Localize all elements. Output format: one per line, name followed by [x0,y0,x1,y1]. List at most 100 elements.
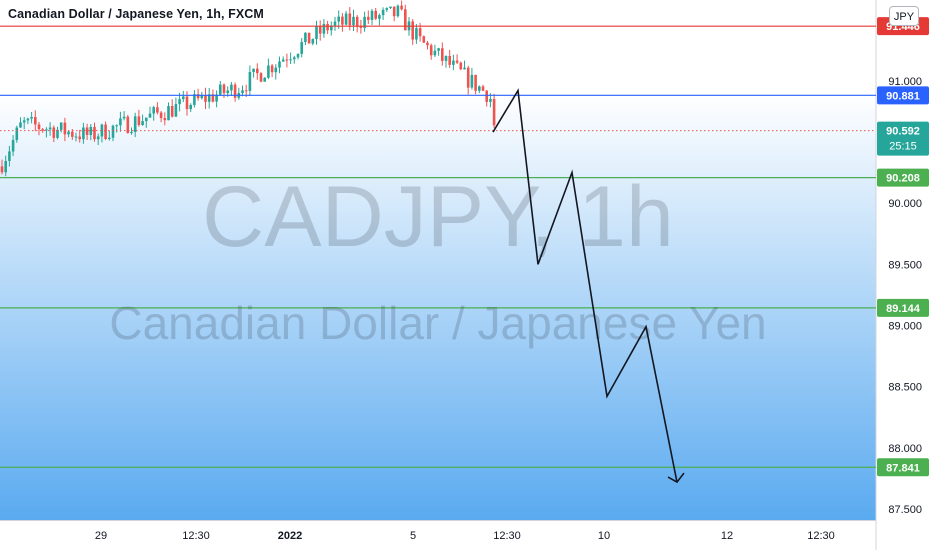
current-price-value: 90.592 [886,126,920,138]
candle-body [433,50,437,56]
candle-body [448,55,451,65]
candle-body [441,48,444,61]
candle-body [200,94,204,99]
candle-body [429,45,433,56]
price-label-89.144-box [877,298,929,317]
candle-body [474,74,477,91]
candle-body [159,112,163,119]
x-tick-label: 12:30 [493,530,521,542]
candle-body [411,21,414,40]
candle-body [415,28,418,40]
candle-body [100,124,104,137]
candle-body [452,60,455,65]
candle-body [96,136,100,140]
candle-body [367,16,370,20]
candle-body [315,26,318,40]
candle-body [326,23,329,31]
candle-body [355,16,359,27]
candle-body [444,55,448,61]
candle-body [193,94,196,105]
candle-body [148,113,152,118]
candle-body [119,118,122,126]
candle-body [122,116,126,119]
candle-body [293,57,296,60]
candle-body [222,84,226,94]
candle-body [30,117,33,119]
candle-body [163,118,167,121]
candle-body [226,90,229,94]
candle-body [241,90,244,94]
price-label-87.841: 87.841 [886,462,920,474]
candle-body [178,99,181,105]
candle-body [400,5,403,10]
x-tick-label: 12:30 [182,530,210,542]
candle-body [89,126,93,135]
candle-body [219,84,222,95]
candle-body [274,67,278,73]
candle-body [133,116,137,133]
candle-body [152,107,155,114]
candle-body [304,32,307,43]
candle-body [215,94,218,102]
candle-body [8,151,11,161]
candle-body [74,136,78,138]
current-price-countdown: 25:15 [889,141,917,153]
candle-body [185,96,189,110]
candle-body [404,9,407,31]
candle-body [281,59,285,62]
price-label-90.208-box [877,168,929,187]
projection-arrowhead [667,472,685,484]
candle-body [156,107,159,113]
chart-title: Canadian Dollar / Japanese Yen, 1h, FXCM [8,7,264,21]
candle-body [204,94,207,102]
candle-body [389,6,392,9]
candle-body [34,117,37,125]
currency-button[interactable]: JPY [889,6,919,26]
candle-body [344,13,348,25]
candle-body [256,68,259,74]
candle-body [252,68,255,73]
candle-body [71,131,74,137]
candle-body [422,36,426,43]
current-price-box [877,121,929,156]
price-label-90.208: 90.208 [886,173,920,185]
y-tick-label: 89.500 [888,259,922,271]
candle-body [48,127,52,130]
candle-body [426,42,429,46]
candle-body [78,136,81,140]
candle-body [463,67,466,70]
candle-body [104,124,107,139]
price-label-90.881-box [877,86,929,105]
candle-body [307,32,311,44]
candle-body [145,117,148,122]
projection-path [492,88,678,483]
candle-body [26,118,30,121]
candle-body [267,65,270,78]
candle-body [285,59,289,61]
candle-body [41,129,44,131]
candle-body [455,60,459,63]
candle-body [248,72,252,91]
candle-body [59,122,63,130]
candle-body [0,166,4,173]
y-tick-label: 88.000 [888,443,922,455]
candle-body [352,16,355,26]
candle-body [37,124,41,130]
candle-body [130,132,133,134]
candle-body [137,116,141,125]
candle-body [233,84,237,98]
candle-body [370,10,374,20]
candle-body [115,125,118,127]
candle-body [141,121,144,125]
candle-body [85,127,89,135]
price-label-90.881: 90.881 [886,90,920,102]
candle-body [481,86,485,91]
watermark-symbol: CADJPY, 1h [202,169,674,265]
candle-body [196,94,200,99]
time-axis-background [0,520,876,550]
candle-body [170,106,174,117]
candle-body [230,84,233,91]
candle-body [318,26,322,34]
